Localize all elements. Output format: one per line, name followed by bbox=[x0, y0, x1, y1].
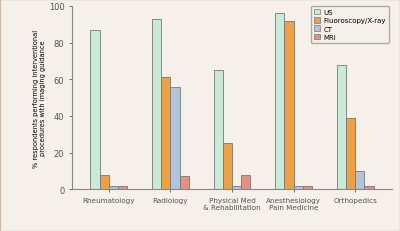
Bar bbox=[170, 87, 180, 189]
Bar bbox=[284, 21, 294, 189]
Bar bbox=[109, 186, 118, 189]
Bar bbox=[118, 186, 127, 189]
Bar bbox=[346, 118, 355, 189]
Bar bbox=[90, 31, 100, 189]
Legend: US, Fluoroscopy/X-ray, CT, MRI: US, Fluoroscopy/X-ray, CT, MRI bbox=[311, 7, 388, 43]
Bar bbox=[180, 177, 189, 189]
Y-axis label: % respondents performing interventional
procedures with imaging guidance: % respondents performing interventional … bbox=[33, 29, 46, 167]
Bar bbox=[337, 65, 346, 189]
Bar bbox=[152, 20, 161, 189]
Bar bbox=[241, 175, 250, 189]
Bar bbox=[161, 78, 170, 189]
Bar bbox=[303, 186, 312, 189]
Bar bbox=[223, 144, 232, 189]
Bar bbox=[355, 171, 364, 189]
Bar bbox=[364, 186, 374, 189]
Bar bbox=[100, 175, 109, 189]
Bar bbox=[214, 71, 223, 189]
Bar bbox=[294, 186, 303, 189]
Bar bbox=[275, 14, 284, 189]
Bar bbox=[232, 186, 241, 189]
